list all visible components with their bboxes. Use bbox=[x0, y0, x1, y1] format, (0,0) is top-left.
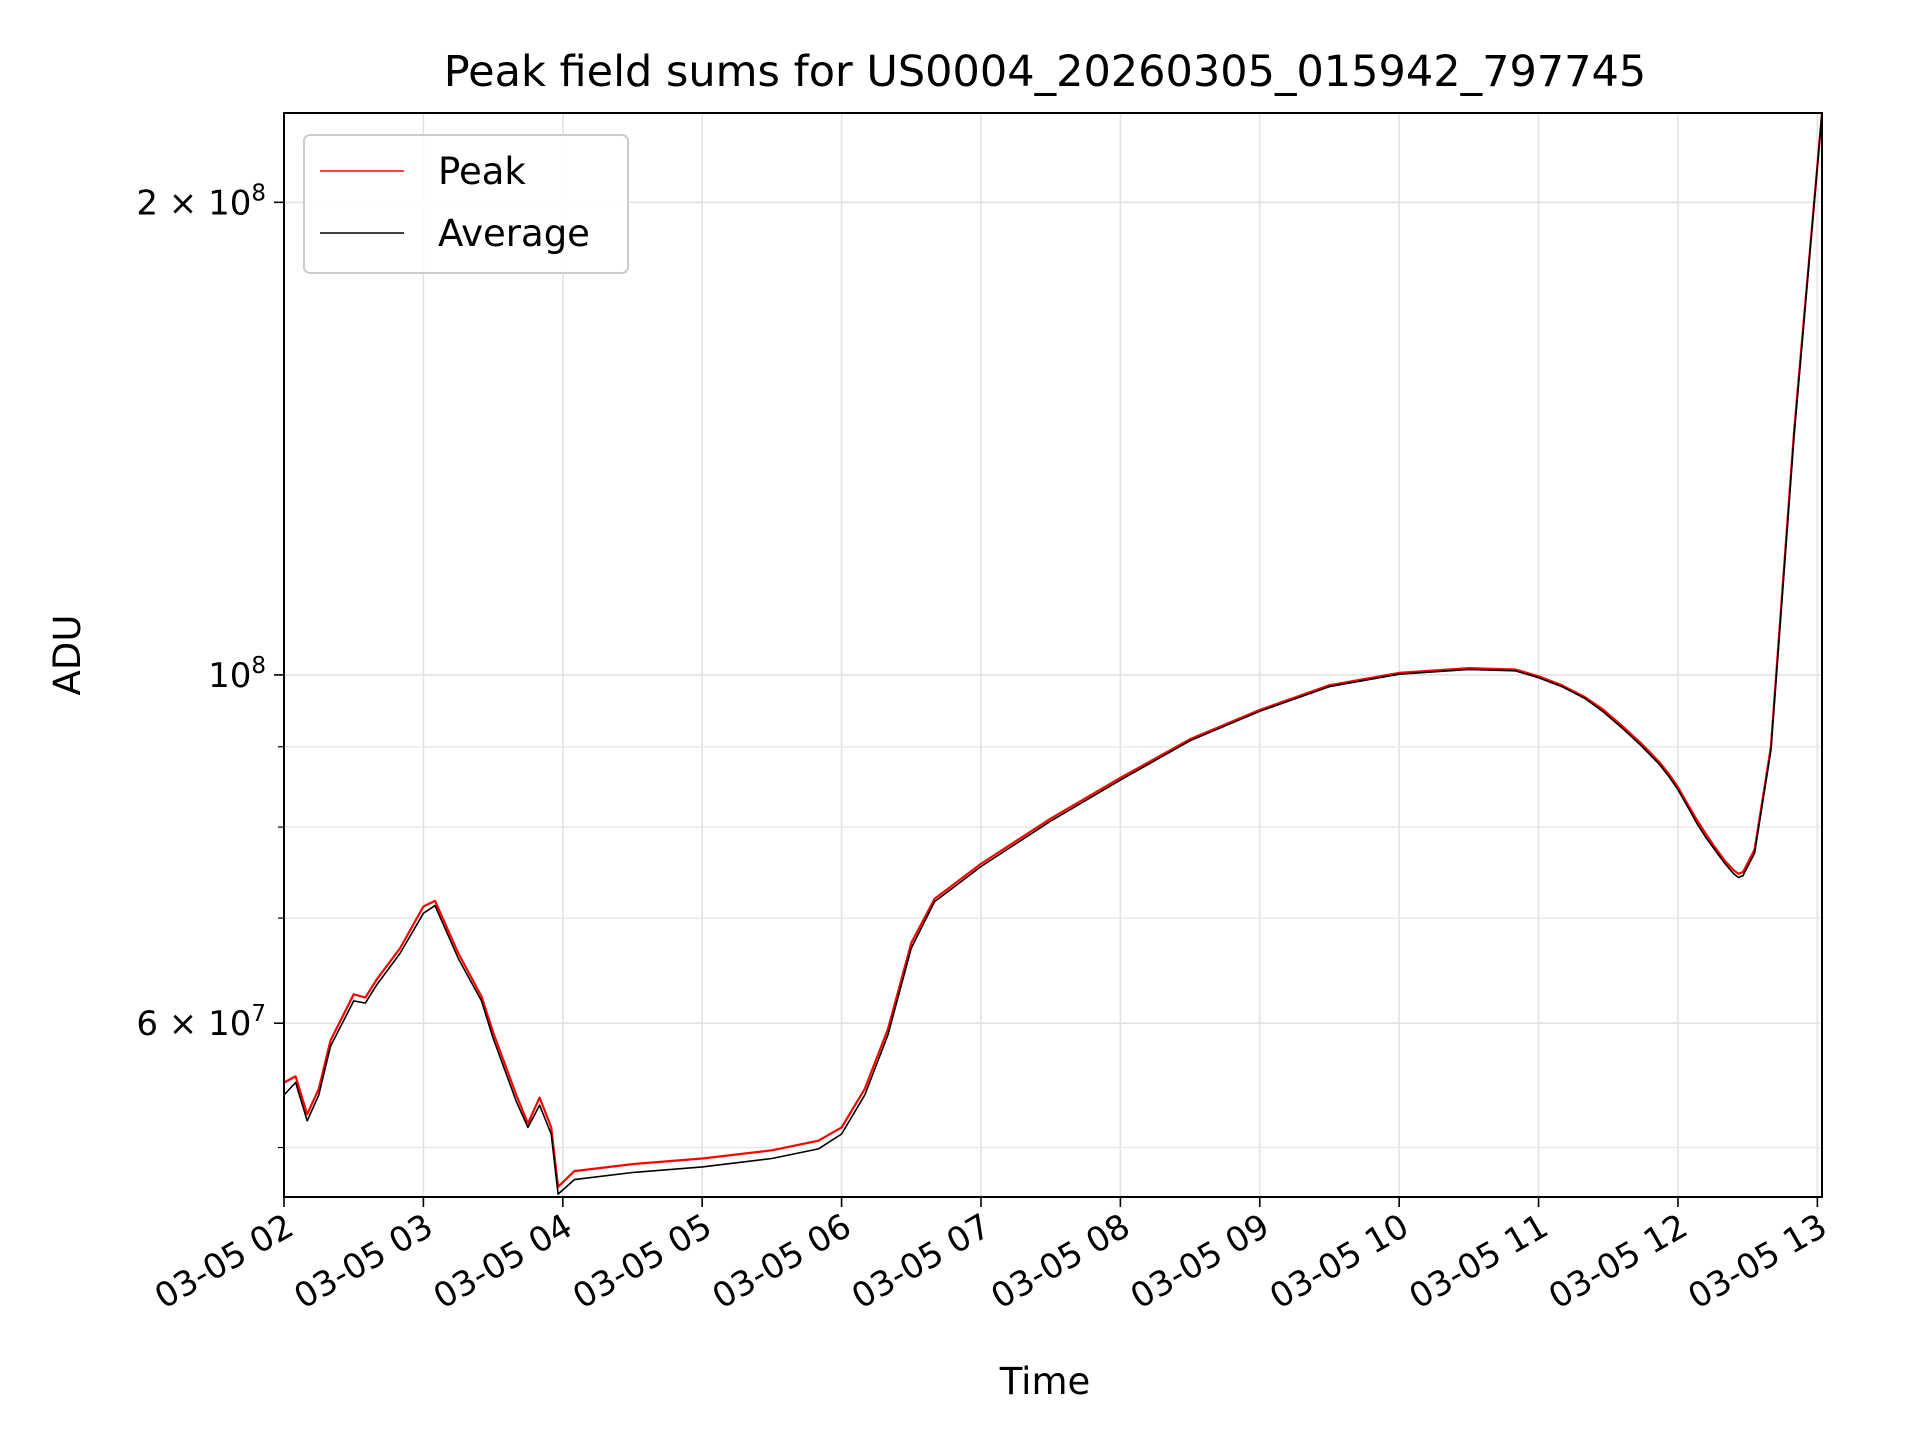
y-tick-label: 2 × 108 bbox=[136, 180, 266, 223]
series-line-peak bbox=[284, 113, 1822, 1188]
y-tick-label: 6 × 107 bbox=[136, 1001, 266, 1044]
x-axis-label: Time bbox=[999, 1360, 1091, 1403]
plot-frame bbox=[283, 112, 1823, 1198]
grid bbox=[283, 113, 1822, 1197]
series-line-average bbox=[284, 113, 1822, 1195]
legend-box bbox=[303, 134, 629, 274]
y-axis-label: ADU bbox=[46, 615, 89, 696]
legend-label-average: Average bbox=[438, 212, 590, 255]
legend: Peak Average bbox=[303, 134, 629, 274]
series-layer bbox=[284, 113, 1822, 1195]
legend-label-peak: Peak bbox=[438, 150, 526, 193]
chart-title: Peak field sums for US0004_20260305_0159… bbox=[444, 47, 1647, 97]
y-axis-ticks: 6 × 107 108 2 × 108 bbox=[136, 180, 284, 1149]
y-tick-label: 108 bbox=[208, 653, 266, 696]
